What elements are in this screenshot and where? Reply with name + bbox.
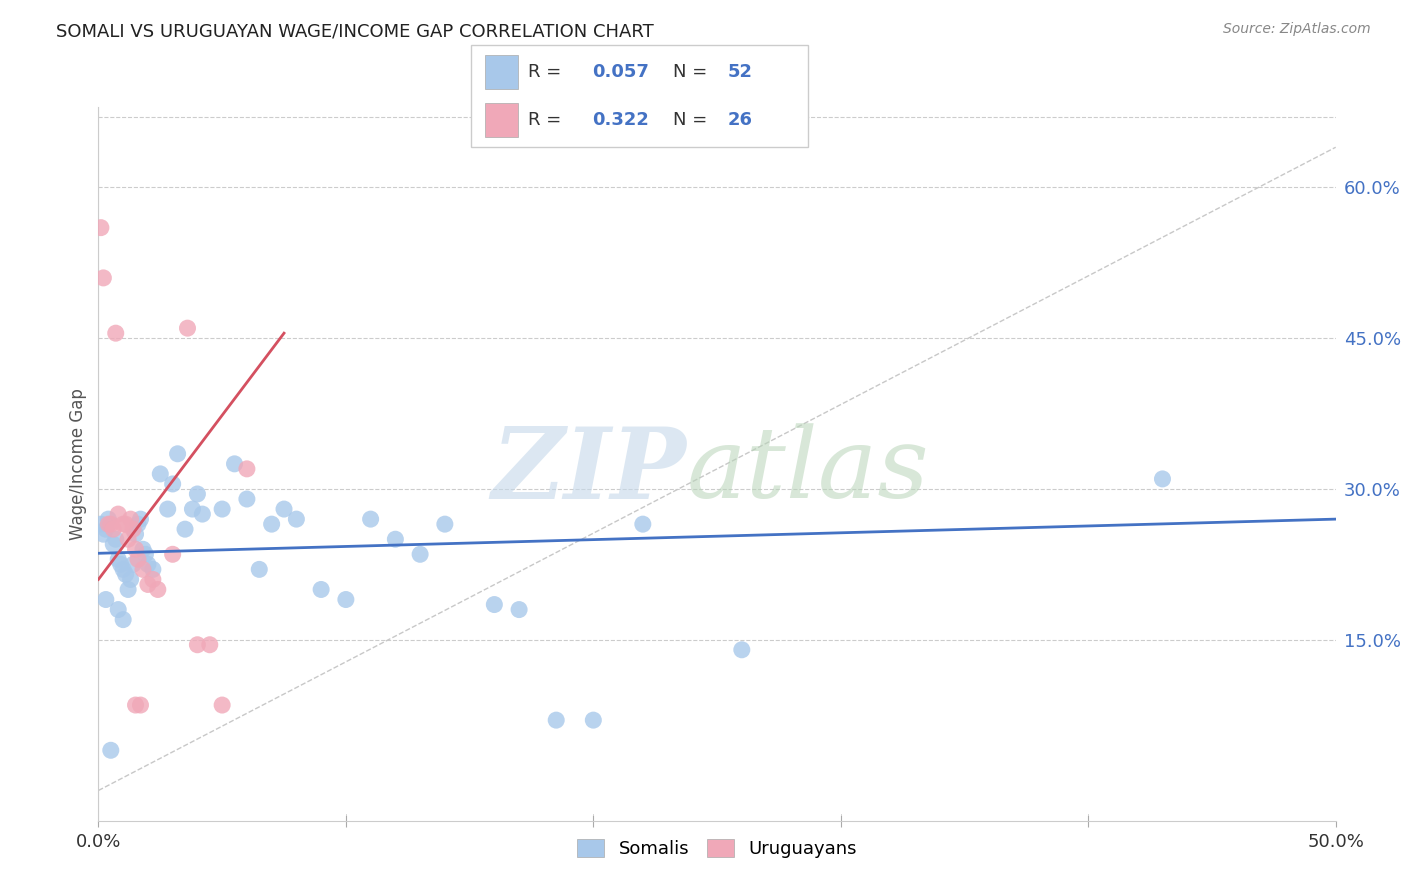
Point: [122, 558, 145, 572]
Point: [112, 562, 135, 576]
Text: 0.057: 0.057: [592, 62, 650, 81]
Point: [546, 713, 568, 727]
Point: [236, 462, 259, 476]
Point: [211, 698, 233, 712]
Point: [136, 558, 159, 572]
Point: [146, 582, 169, 597]
Text: 26: 26: [727, 111, 752, 129]
Point: [124, 542, 146, 557]
Point: [360, 512, 382, 526]
Text: R =: R =: [529, 62, 568, 81]
Point: [112, 613, 135, 627]
Text: N =: N =: [673, 111, 713, 129]
Point: [129, 698, 152, 712]
Point: [107, 552, 129, 566]
Point: [90, 220, 112, 235]
Point: [93, 271, 115, 285]
Point: [433, 517, 456, 532]
Point: [124, 698, 146, 712]
Y-axis label: Wage/Income Gap: Wage/Income Gap: [69, 388, 87, 540]
Point: [309, 582, 332, 597]
Point: [107, 602, 129, 616]
Point: [236, 491, 259, 506]
Text: N =: N =: [673, 62, 713, 81]
Point: [103, 522, 125, 536]
Point: [100, 743, 122, 757]
Point: [93, 527, 115, 541]
Point: [162, 547, 184, 561]
Point: [631, 517, 654, 532]
Point: [260, 517, 283, 532]
Point: [103, 537, 125, 551]
Point: [176, 321, 198, 335]
Point: [132, 562, 155, 576]
Text: 52: 52: [727, 62, 752, 81]
Point: [224, 457, 246, 471]
Point: [409, 547, 432, 561]
Point: [120, 573, 142, 587]
Point: [100, 517, 122, 532]
Point: [484, 598, 506, 612]
Legend: Somalis, Uruguayans: Somalis, Uruguayans: [569, 831, 865, 865]
Point: [731, 642, 754, 657]
Point: [134, 547, 156, 561]
Point: [198, 638, 221, 652]
Text: atlas: atlas: [686, 424, 929, 518]
Point: [114, 517, 136, 532]
Point: [582, 713, 605, 727]
Point: [124, 527, 146, 541]
Text: Source: ZipAtlas.com: Source: ZipAtlas.com: [1223, 22, 1371, 37]
Point: [94, 522, 117, 536]
Point: [285, 512, 308, 526]
Point: [97, 517, 120, 532]
Point: [132, 542, 155, 557]
Point: [129, 512, 152, 526]
Point: [107, 507, 129, 521]
Point: [136, 577, 159, 591]
Point: [114, 567, 136, 582]
Point: [174, 522, 197, 536]
FancyBboxPatch shape: [485, 103, 519, 137]
Point: [127, 517, 149, 532]
Point: [166, 447, 188, 461]
FancyBboxPatch shape: [471, 45, 808, 147]
Point: [335, 592, 357, 607]
Point: [142, 573, 165, 587]
Point: [186, 487, 208, 501]
Text: SOMALI VS URUGUAYAN WAGE/INCOME GAP CORRELATION CHART: SOMALI VS URUGUAYAN WAGE/INCOME GAP CORR…: [56, 22, 654, 40]
Point: [104, 326, 127, 341]
Point: [191, 507, 214, 521]
Point: [211, 502, 233, 516]
Point: [94, 592, 117, 607]
Point: [110, 558, 132, 572]
Point: [181, 502, 204, 516]
Point: [162, 477, 184, 491]
Point: [149, 467, 172, 481]
Point: [273, 502, 295, 516]
Point: [104, 533, 127, 547]
Point: [112, 517, 135, 532]
Text: R =: R =: [529, 111, 568, 129]
Point: [90, 517, 112, 532]
Point: [97, 512, 120, 526]
Point: [508, 602, 530, 616]
Point: [384, 533, 406, 547]
Point: [247, 562, 270, 576]
Point: [122, 522, 145, 536]
Point: [117, 533, 139, 547]
Point: [117, 582, 139, 597]
Text: 0.322: 0.322: [592, 111, 650, 129]
Point: [186, 638, 208, 652]
Point: [142, 562, 165, 576]
Text: ZIP: ZIP: [491, 423, 686, 519]
Point: [1152, 472, 1174, 486]
Point: [156, 502, 179, 516]
FancyBboxPatch shape: [485, 55, 519, 88]
Point: [127, 552, 149, 566]
Point: [120, 512, 142, 526]
